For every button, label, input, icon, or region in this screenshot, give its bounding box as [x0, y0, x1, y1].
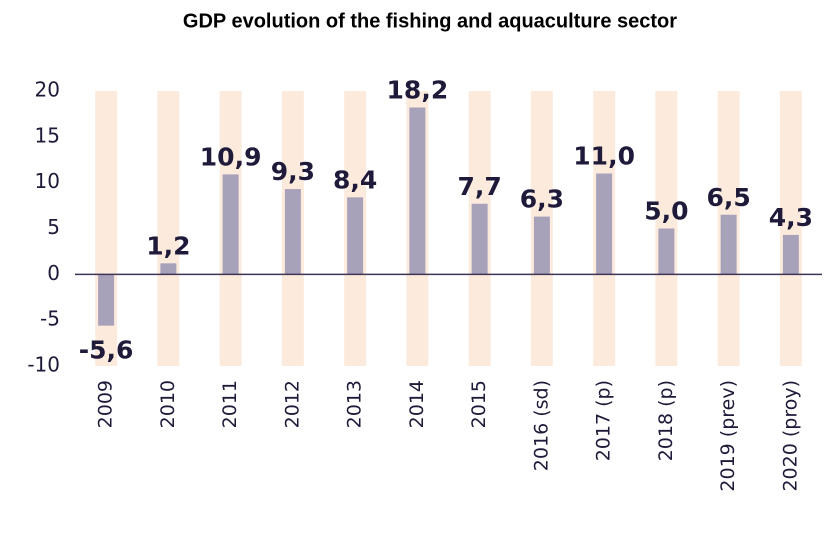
bar [471, 203, 488, 275]
chart-title: GDP evolution of the fishing and aquacul… [183, 10, 677, 32]
x-tick-label: 2016 (sd) [530, 380, 552, 471]
value-label: 4,3 [769, 203, 813, 232]
background-stripe [779, 91, 802, 366]
bar [347, 197, 364, 275]
value-label: -5,6 [79, 336, 134, 365]
value-label: 6,3 [520, 185, 564, 214]
y-tick-label: 10 [35, 169, 60, 193]
bar [160, 263, 177, 275]
bar [533, 216, 550, 275]
value-label: 11,0 [573, 142, 635, 171]
bar [222, 174, 239, 275]
bar [782, 234, 799, 275]
x-tick-label: 2017 (p) [593, 380, 615, 461]
bar [98, 274, 115, 326]
x-tick-label: 2009 [95, 380, 117, 428]
x-tick-label: 2012 [281, 380, 303, 428]
y-tick-label: -5 [40, 307, 60, 331]
bar [409, 107, 426, 275]
x-tick-label: 2019 (prev) [717, 380, 739, 492]
x-tick-label: 2014 [406, 380, 428, 428]
bar [720, 214, 737, 275]
value-label: 1,2 [146, 231, 190, 260]
y-tick-label: 5 [47, 215, 60, 239]
bar [596, 173, 613, 275]
bar [658, 228, 675, 275]
value-label: 7,7 [457, 172, 501, 201]
value-label: 9,3 [271, 157, 315, 186]
value-label: 8,4 [333, 165, 377, 194]
x-tick-label: 2018 (p) [655, 380, 677, 461]
value-label: 10,9 [200, 142, 262, 171]
x-tick-label: 2013 [344, 380, 366, 428]
x-tick-label: 2015 [468, 380, 490, 428]
y-tick-label: -10 [27, 353, 60, 377]
x-tick-label: 2010 [157, 380, 179, 428]
background-stripe [157, 91, 180, 366]
bar [284, 189, 301, 275]
y-tick-label: 15 [35, 123, 60, 147]
value-label: 6,5 [706, 183, 750, 212]
x-tick-label: 2011 [219, 380, 241, 428]
value-label: 5,0 [644, 197, 688, 226]
x-tick-label: 2020 (proy) [779, 380, 801, 492]
y-tick-label: 20 [35, 78, 60, 102]
y-tick-label: 0 [47, 261, 60, 285]
value-label: 18,2 [387, 76, 449, 105]
